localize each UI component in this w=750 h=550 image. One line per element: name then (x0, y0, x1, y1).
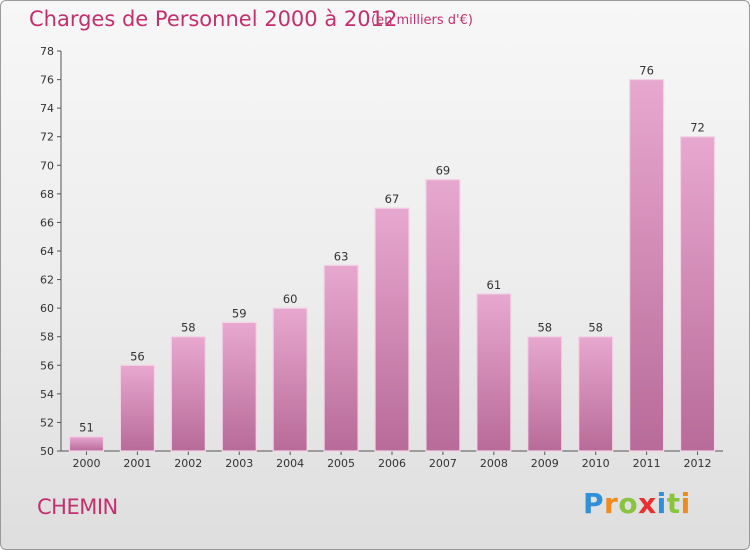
data-label-2003: 59 (232, 306, 247, 320)
x-tick-label-2001: 2001 (123, 457, 151, 470)
data-label-2006: 67 (385, 192, 400, 206)
data-label-2008: 61 (487, 278, 502, 292)
x-tick-label-2006: 2006 (378, 457, 406, 470)
chart-axes: 50 52 54 56 58 60 62 64 66 68 70 72 74 76 78 (40, 45, 723, 458)
x-tick-label-2007: 2007 (429, 457, 457, 470)
commune-name: CHEMIN (37, 495, 118, 519)
data-label-2012: 72 (690, 121, 705, 135)
y-tick-label: 78 (40, 45, 54, 58)
data-label-2001: 56 (130, 349, 145, 363)
bar-2011 (629, 78, 665, 452)
y-tick-label: 76 (40, 74, 54, 87)
proxiti-logo: Proxiti (583, 487, 691, 520)
x-tick-label-2010: 2010 (582, 457, 610, 470)
y-tick-label: 66 (40, 216, 54, 229)
bar-2004 (272, 307, 308, 452)
x-tick-label-2012: 2012 (684, 457, 712, 470)
bar-2007 (425, 178, 461, 452)
data-label-2000: 51 (79, 421, 94, 435)
bar-2006 (374, 207, 410, 452)
chart-labels: 51 2000 56 2001 58 2002 59 2003 60 2004 63 2005 67 20… (72, 64, 711, 470)
chart-title: Charges de Personnel 2000 à 2012 (29, 7, 398, 31)
logo-letter: P (583, 487, 605, 520)
x-tick-label-2005: 2005 (327, 457, 355, 470)
logo-letter: x (638, 487, 657, 520)
logo-letter: r (604, 487, 619, 520)
x-tick-label-2004: 2004 (276, 457, 304, 470)
logo-letter: i (656, 487, 667, 520)
y-tick-label: 68 (40, 188, 54, 201)
y-tick-label: 60 (40, 302, 54, 315)
y-tick-label: 50 (40, 445, 54, 458)
data-label-2011: 76 (639, 64, 654, 78)
x-tick-label-2002: 2002 (174, 457, 202, 470)
y-tick-label: 64 (40, 245, 54, 258)
logo-letter: o (618, 487, 639, 520)
bar-2003 (221, 321, 257, 452)
y-tick-label: 56 (40, 359, 54, 372)
bar-2010 (578, 336, 614, 452)
x-tick-label-2008: 2008 (480, 457, 508, 470)
y-tick-label: 52 (40, 416, 54, 429)
logo-letter: t (666, 487, 681, 520)
bar-2012 (679, 136, 716, 452)
data-label-2010: 58 (588, 321, 603, 335)
y-tick-label: 54 (40, 388, 54, 401)
y-tick-label: 72 (40, 131, 54, 144)
logo-letter: i (680, 487, 691, 520)
data-label-2009: 58 (537, 321, 552, 335)
data-label-2005: 63 (334, 249, 349, 263)
x-tick-label-2000: 2000 (72, 457, 100, 470)
data-label-2007: 69 (436, 164, 451, 178)
y-tick-label: 70 (40, 159, 54, 172)
bar-2009 (527, 336, 563, 452)
bar-2002 (170, 336, 206, 452)
chart-bars (68, 78, 716, 452)
y-tick-label: 58 (40, 331, 54, 344)
y-tick-label: 62 (40, 274, 54, 287)
data-label-2002: 58 (181, 321, 196, 335)
y-tick-label: 74 (40, 102, 54, 115)
bar-2005 (323, 264, 359, 452)
bar-2008 (476, 293, 512, 452)
x-tick-label-2003: 2003 (225, 457, 253, 470)
x-tick-label-2011: 2011 (633, 457, 661, 470)
chart-subtitle: (en milliers d'€) (371, 13, 473, 28)
bar-2000 (68, 436, 105, 452)
bar-2001 (119, 364, 155, 452)
x-tick-label-2009: 2009 (531, 457, 559, 470)
data-label-2004: 60 (283, 292, 298, 306)
